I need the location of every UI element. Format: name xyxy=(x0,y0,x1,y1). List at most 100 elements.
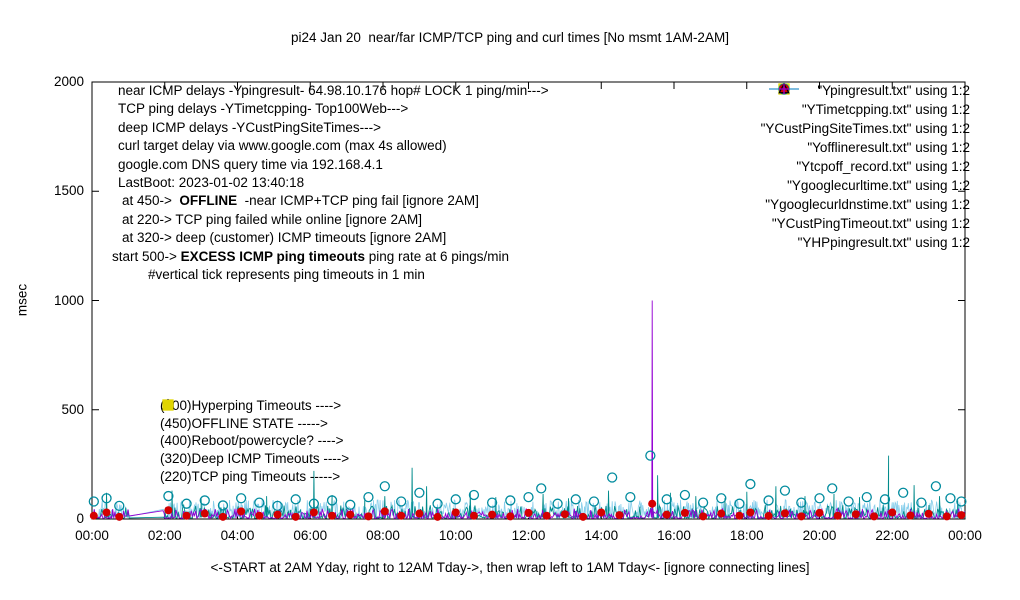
legend-label: "Ypingresult.txt" using 1:2 xyxy=(817,83,970,98)
filled-circle-marker xyxy=(924,509,933,518)
legend-row: "Yofflineresult.txt" using 1:2 xyxy=(777,83,970,157)
open-circle-marker xyxy=(181,498,192,509)
x-tick-label: 12:00 xyxy=(511,528,546,543)
filled-circle-marker xyxy=(717,509,726,518)
open-circle-marker xyxy=(450,494,461,505)
open-circle-marker xyxy=(879,494,891,505)
filled-circle-marker xyxy=(309,508,318,517)
annotation-text: ping rate at 6 pings/min xyxy=(364,248,510,264)
filled-circle-marker xyxy=(328,511,337,520)
open-circle-marker xyxy=(114,500,125,512)
open-circle-marker xyxy=(345,499,356,510)
filled-circle-marker xyxy=(380,507,389,516)
open-circle-marker xyxy=(697,497,709,508)
annotation-text: -near ICMP+TCP ping fail [ignore 2AM] xyxy=(237,193,479,209)
filled-circle-marker xyxy=(906,511,915,520)
open-circle-marker xyxy=(827,483,838,494)
legend-label: "YCustPingTimeout.txt" using 1:2 xyxy=(771,216,970,231)
annotation-line: LastBoot: 2023-01-02 13:40:18 xyxy=(118,174,549,192)
filled-circle-marker xyxy=(102,508,111,517)
open-circle-marker xyxy=(217,500,229,511)
open-circle-marker xyxy=(814,493,825,504)
annotation-text: google.com DNS query time via 192.168.4.… xyxy=(118,156,383,172)
open-circle-marker xyxy=(486,497,498,508)
filled-circle-marker xyxy=(218,512,227,521)
marker-label-text: (320)Deep ICMP Timeouts ----> xyxy=(160,451,350,467)
annotation-line: at 450-> OFFLINE -near ICMP+TCP ping fai… xyxy=(122,192,549,210)
filled-circle-marker xyxy=(735,511,744,520)
open-circle-marker xyxy=(272,500,283,512)
annotation-text: TCP ping delays -YTimetcpping- Top100Web… xyxy=(118,101,409,117)
open-circle-marker xyxy=(552,498,563,509)
filled-circle-marker xyxy=(680,508,689,517)
marker-label-row: (220)TCP ping Timeouts -----> xyxy=(160,400,349,485)
annotation-line: near ICMP delays -Ypingresult- 64.98.10.… xyxy=(118,82,549,100)
annotation-text: #vertical tick represents ping timeouts … xyxy=(148,267,425,283)
open-circle-marker xyxy=(745,478,756,490)
legend-label: "Ygooglecurldnstime.txt" using 1:2 xyxy=(765,197,970,212)
plus-marker xyxy=(778,84,789,94)
x-tick-label: 06:00 xyxy=(293,528,328,543)
filled-circle-marker xyxy=(433,512,442,521)
legend-row: "YCustPingTimeout.txt" using 1:2 xyxy=(771,82,970,233)
filled-circle-marker xyxy=(237,507,246,516)
legend-row: "Ypingresult.txt" using 1:2 xyxy=(768,81,970,100)
x-tick-label: 08:00 xyxy=(366,528,400,543)
marker-label-text: (220)TCP ping Timeouts -----> xyxy=(160,468,341,484)
y-tick-label: 500 xyxy=(61,401,84,417)
marker-label-row: (400)Reboot/powercycle? ----> xyxy=(160,432,349,450)
open-circle-marker xyxy=(716,493,727,504)
annotation-text: at 450-> xyxy=(122,193,180,209)
filled-circle-marker xyxy=(746,508,755,517)
x-tick-label: 00:00 xyxy=(75,528,109,543)
legend-row: "YHPpingresult.txt" using 1:2 xyxy=(778,84,970,252)
open-circle-marker xyxy=(379,481,390,492)
filled-circle-marker xyxy=(699,512,708,521)
filled-square-icon xyxy=(163,400,173,410)
legend-label: "YHPpingresult.txt" using 1:2 xyxy=(797,235,970,250)
legend: "Ypingresult.txt" using 1:2 "YTimetcpping… xyxy=(761,81,970,252)
filled-circle-marker xyxy=(888,508,897,517)
marker-label-text: (500)Hyperping Timeouts ----> xyxy=(160,398,342,414)
open-circle-marker xyxy=(645,450,656,461)
plus-icon xyxy=(778,84,789,94)
y-tick-label: 0 xyxy=(76,511,84,526)
filled-circle-marker xyxy=(273,510,282,519)
x-tick-label: 02:00 xyxy=(147,528,182,543)
legend-label: "Yofflineresult.txt" using 1:2 xyxy=(807,140,970,155)
filled-circle-marker xyxy=(648,499,657,508)
annotation-bold-text: OFFLINE xyxy=(179,193,238,209)
open-circle-marker xyxy=(898,487,909,498)
filled-circle-marker xyxy=(182,511,191,520)
filled-circle-marker xyxy=(415,509,424,518)
open-circle-marker xyxy=(763,495,774,506)
filled-circle-marker xyxy=(851,510,860,519)
x-tick-label: 18:00 xyxy=(729,528,764,543)
filled-circle-marker xyxy=(542,511,551,520)
annotation-text: at 320-> deep (customer) ICMP timeouts [… xyxy=(122,230,447,246)
legend-row: "YCustPingSiteTimes.txt" using 1:2 xyxy=(761,88,970,138)
annotation-text: deep ICMP delays -YCustPingSiteTimes---> xyxy=(118,119,381,135)
x-tick-label: 14:00 xyxy=(584,528,619,543)
legend-row: "YTimetcpping.txt" using 1:2 xyxy=(768,88,970,119)
open-circle-marker xyxy=(661,494,672,505)
open-circle-marker xyxy=(945,493,956,504)
filled-circle-marker xyxy=(957,511,966,520)
filled-circle-marker xyxy=(780,509,789,518)
annotation-text: near ICMP delays -Ypingresult- 64.98.10.… xyxy=(118,83,549,98)
filled-circle-marker xyxy=(291,512,300,521)
series-Ygooglecurldnstime xyxy=(89,499,966,521)
filled-circle-marker xyxy=(451,508,460,517)
annotation-line: start 500-> EXCESS ICMP ping timeouts pi… xyxy=(112,248,549,266)
filled-square-marker xyxy=(163,400,173,410)
open-circle-marker xyxy=(843,496,854,507)
filled-circle-marker xyxy=(764,511,773,520)
annotation-line: deep ICMP delays -YCustPingSiteTimes---> xyxy=(118,119,549,137)
open-circle-marker xyxy=(779,485,791,496)
open-circle-marker xyxy=(290,494,301,505)
marker-label-text: (400)Reboot/powercycle? ----> xyxy=(160,433,344,449)
open-circle-marker xyxy=(414,487,425,498)
legend-row: "Ygooglecurltime.txt" using 1:2 xyxy=(777,83,970,195)
open-circle-marker xyxy=(796,497,807,508)
